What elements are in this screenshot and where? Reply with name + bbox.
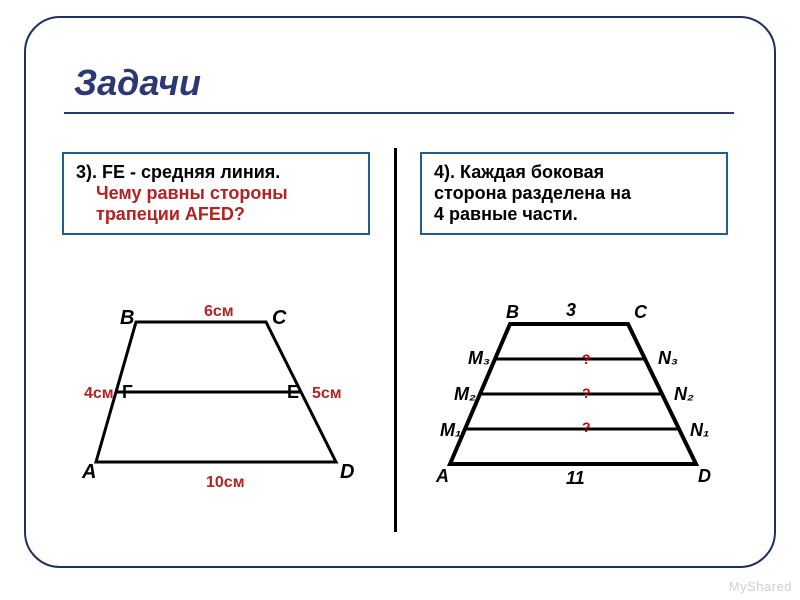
svg-text:N₁: N₁ [690, 420, 709, 440]
svg-text:6см: 6см [204, 303, 234, 320]
problem-3-line1: 3). FE - средняя линия. [76, 162, 356, 183]
svg-text:M₂: M₂ [454, 384, 476, 404]
problem-3-line3: трапеции AFED? [96, 204, 356, 225]
svg-text:A: A [81, 461, 96, 483]
svg-text:N₂: N₂ [674, 384, 694, 404]
vertical-divider [394, 148, 397, 532]
svg-text:?: ? [582, 385, 591, 401]
trapezoid-afed-svg: A B C D F E 6см 10см 4см 5см [76, 292, 376, 512]
svg-text:3: 3 [566, 300, 576, 320]
svg-text:D: D [698, 466, 711, 486]
svg-text:N₃: N₃ [658, 348, 678, 368]
svg-text:M₁: M₁ [440, 420, 461, 440]
problem-4-line1: 4). Каждая боковая [434, 162, 714, 183]
svg-text:11: 11 [566, 468, 585, 488]
svg-text:?: ? [582, 351, 591, 367]
svg-text:4см: 4см [84, 385, 114, 402]
svg-text:A: A [435, 466, 449, 486]
svg-text:E: E [287, 382, 299, 402]
svg-text:B: B [120, 307, 134, 329]
problem-4-figure: B M₃ M₂ M₁ A C N₃ N₂ N₁ D 3 11??? [432, 292, 732, 512]
svg-text:5см: 5см [312, 385, 342, 402]
problem-3-figure: A B C D F E 6см 10см 4см 5см [76, 292, 376, 512]
problem-4-box: 4). Каждая боковая сторона разделена на … [420, 152, 728, 235]
watermark: MyShared [729, 579, 792, 594]
title-underline [64, 112, 734, 114]
svg-text:D: D [340, 461, 354, 483]
svg-text:M₃: M₃ [468, 348, 490, 368]
svg-text:B: B [506, 302, 519, 322]
svg-text:F: F [122, 382, 133, 402]
problem-4-line3: 4 равные части. [434, 204, 714, 225]
trapezoid-quarters-svg: B M₃ M₂ M₁ A C N₃ N₂ N₁ D 3 11??? [432, 292, 732, 512]
problem-3-line2: Чему равны стороны [96, 183, 356, 204]
page-title: Задачи [74, 62, 201, 104]
problem-3-box: 3). FE - средняя линия. Чему равны сторо… [62, 152, 370, 235]
svg-text:C: C [634, 302, 648, 322]
svg-text:C: C [272, 307, 287, 329]
problem-4-line2: сторона разделена на [434, 183, 714, 204]
svg-text:10см: 10см [206, 474, 245, 491]
svg-text:?: ? [582, 419, 591, 435]
